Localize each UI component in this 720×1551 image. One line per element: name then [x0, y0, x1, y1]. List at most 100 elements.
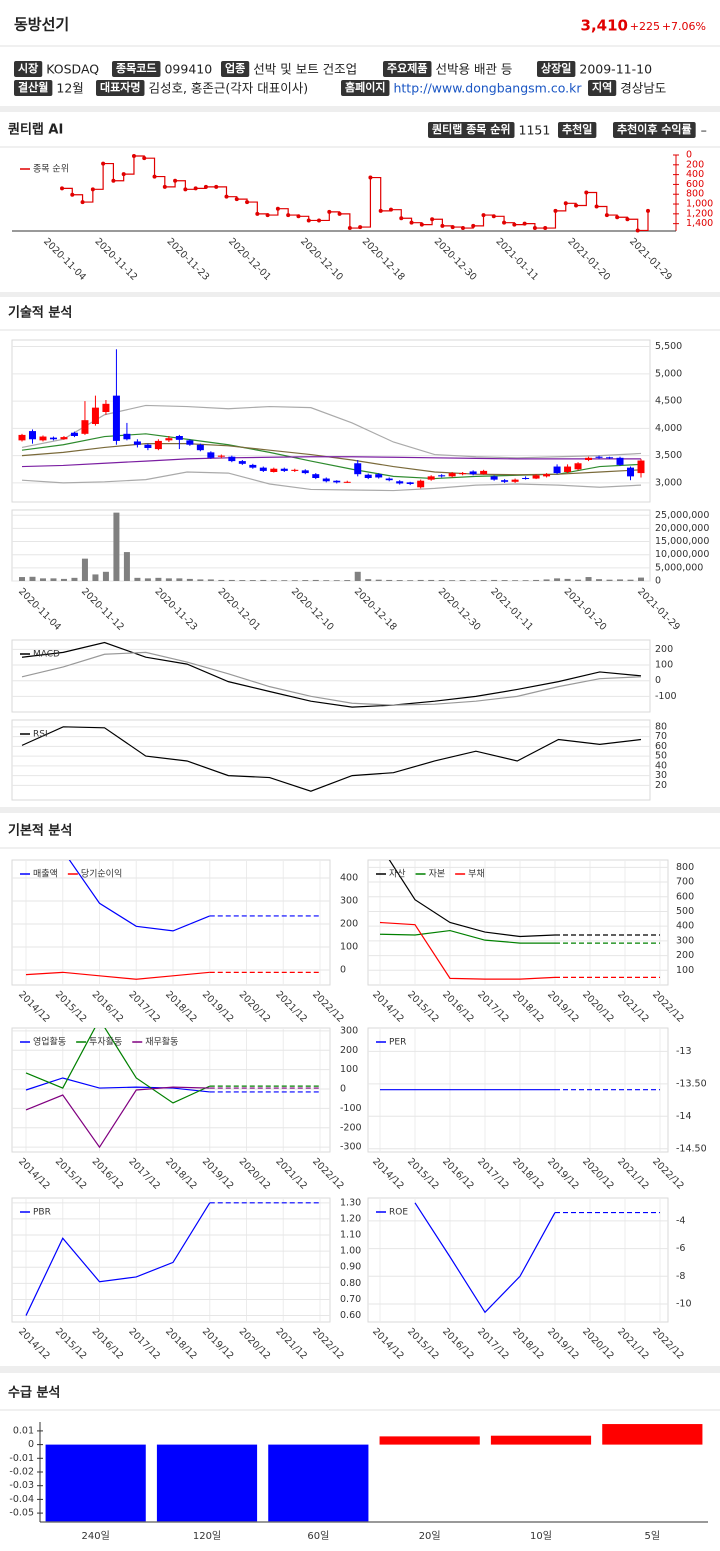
candle-body	[627, 467, 635, 477]
point	[471, 223, 476, 228]
candle-body	[154, 440, 162, 450]
bar	[165, 578, 172, 581]
tag-bg	[613, 122, 696, 138]
bar	[123, 552, 130, 581]
y-tick-label: 800	[686, 189, 704, 200]
point	[245, 200, 250, 205]
point	[625, 217, 630, 222]
bar	[438, 580, 445, 581]
candle-body	[196, 444, 204, 451]
bar	[490, 1435, 592, 1445]
tag-bg	[14, 61, 43, 77]
legend-label: 부채	[468, 869, 485, 880]
bar	[543, 579, 550, 581]
point	[214, 184, 219, 189]
point	[121, 172, 126, 177]
homepage-link[interactable]: http://www.dongbangsm.co.kr	[393, 81, 582, 96]
candle-body	[501, 480, 509, 482]
line-series	[414, 1202, 556, 1314]
bar	[60, 578, 67, 581]
y-tick-label: 5,000	[655, 368, 682, 379]
bar	[134, 577, 141, 581]
bar	[386, 579, 393, 581]
info-label: 주요제품	[387, 61, 427, 75]
bar	[239, 580, 246, 581]
line-series	[25, 1202, 211, 1316]
point	[419, 222, 424, 227]
y-tick-label: 4,000	[655, 423, 682, 434]
candle-body	[322, 478, 330, 482]
y-tick-label: 1.00	[340, 1246, 361, 1257]
candle-body	[91, 407, 99, 424]
tag-bg	[428, 122, 515, 138]
info-value: 2009-11-10	[579, 62, 652, 77]
bar	[92, 574, 99, 581]
plot-frame	[11, 719, 651, 801]
point	[358, 225, 363, 230]
point	[430, 217, 435, 222]
y-tick-label: 600	[676, 891, 694, 902]
tag-bg	[14, 80, 53, 96]
bar	[638, 577, 644, 581]
candle-body	[175, 436, 183, 440]
y-tick-label: 0.90	[340, 1262, 361, 1273]
line-series	[25, 1086, 210, 1149]
bar	[575, 579, 582, 581]
point	[388, 207, 393, 212]
y-tick-label: -0.04	[9, 1494, 34, 1505]
line-series	[379, 929, 555, 944]
point	[306, 218, 311, 223]
y-tick-label: 25,000,000	[655, 510, 709, 521]
candle-body	[49, 437, 57, 440]
y-tick-label: 500	[676, 906, 694, 917]
y-tick-label: 400	[686, 169, 704, 180]
y-tick-label: 0	[686, 150, 692, 161]
bar	[45, 1444, 146, 1522]
line-series	[21, 651, 642, 706]
x-tick-label: 5일	[645, 1530, 661, 1542]
y-tick-label: 1.20	[340, 1213, 361, 1224]
card	[0, 112, 720, 292]
y-tick-label: 0.80	[340, 1278, 361, 1289]
bar	[291, 580, 298, 581]
y-tick-label: -0.03	[9, 1480, 34, 1491]
bar	[459, 580, 466, 581]
info-label: 업종	[225, 62, 245, 75]
y-tick-label: -14.50	[676, 1143, 707, 1154]
point	[543, 226, 548, 231]
y-tick-label: -0.05	[9, 1508, 34, 1519]
y-tick-label: 0	[28, 1439, 34, 1450]
candle-body	[333, 480, 341, 483]
point	[368, 175, 373, 180]
y-tick-label: 100	[340, 1064, 358, 1075]
plot-frame	[367, 1027, 669, 1153]
candle-body	[595, 456, 603, 458]
legend-label: 자산	[389, 869, 406, 880]
point	[152, 174, 157, 179]
candle-body	[469, 471, 477, 475]
y-tick-label: 200	[340, 1045, 358, 1056]
point	[234, 197, 239, 202]
y-tick-label: -13.50	[676, 1078, 707, 1089]
point	[481, 213, 486, 218]
bar	[323, 580, 330, 581]
y-tick-label: 200	[340, 918, 358, 929]
plot-frame	[11, 1027, 331, 1153]
rank-value: 1151	[519, 123, 551, 138]
y-tick-label: 3,500	[655, 450, 682, 461]
line-series	[68, 860, 210, 932]
point	[296, 214, 301, 219]
y-tick-label: -0.02	[9, 1467, 34, 1478]
bar	[344, 580, 351, 581]
y-tick-label: -6	[676, 1243, 685, 1254]
return-value: –	[701, 123, 707, 138]
point	[265, 213, 270, 218]
point	[111, 178, 116, 183]
point	[347, 226, 352, 231]
bar	[19, 577, 25, 581]
tag-bg	[588, 80, 617, 96]
candle-body	[144, 444, 152, 448]
candle-body	[459, 473, 467, 475]
point	[604, 213, 609, 218]
